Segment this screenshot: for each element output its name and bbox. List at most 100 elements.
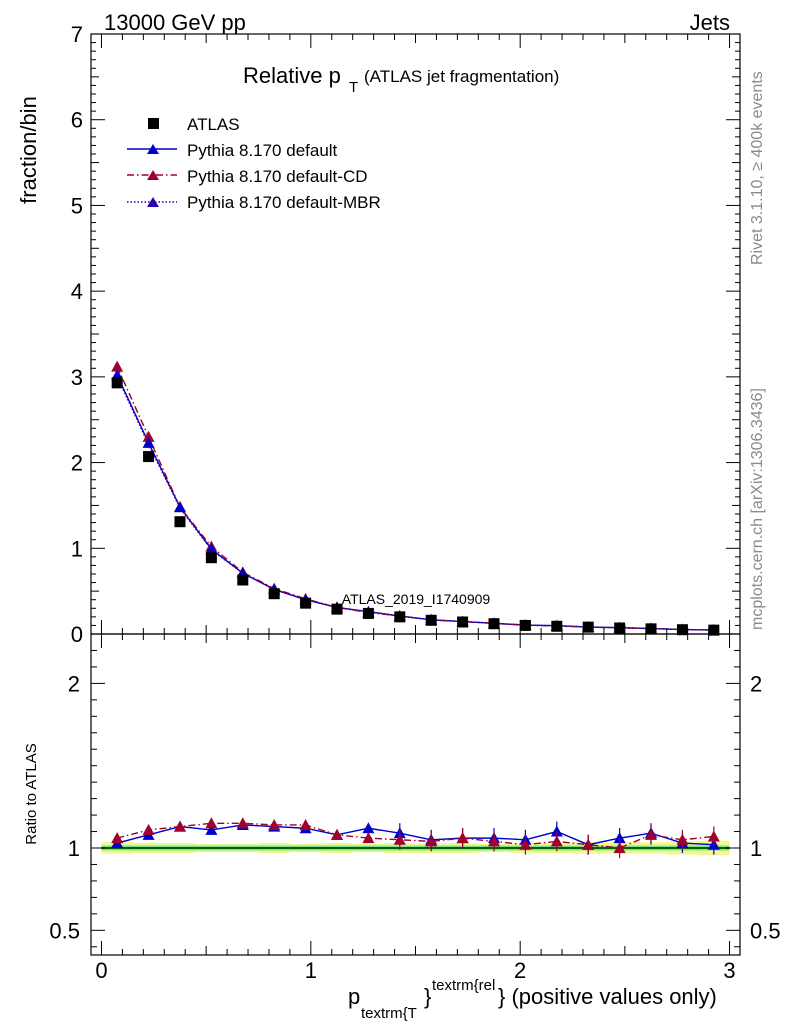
legend: ATLAS Pythia 8.170 default Pythia 8.170 … — [127, 115, 381, 212]
data-point — [519, 619, 531, 631]
data-point — [205, 552, 217, 564]
ratio-point — [676, 833, 689, 845]
ratio-point — [582, 838, 595, 850]
x-tick-label: 0 — [95, 958, 107, 983]
y-tick-label: 5 — [71, 193, 83, 218]
legend-entry-atlas: ATLAS — [148, 115, 240, 134]
series-point — [205, 543, 218, 555]
data-point — [708, 624, 720, 636]
y-tick-label: 6 — [71, 108, 83, 133]
xlabel-sup: textrm{rel — [432, 977, 495, 994]
y-tick-label: 1 — [71, 536, 83, 561]
data-point — [551, 620, 563, 632]
xlabel-rest: } (positive values only) — [498, 984, 717, 1009]
legend-label-atlas: ATLAS — [187, 115, 240, 134]
legend-entry-cd: Pythia 8.170 default-CD — [127, 167, 368, 186]
data-point — [362, 607, 374, 619]
title-sub: T — [349, 79, 358, 96]
y-tick-label-right: 2 — [750, 671, 762, 696]
legend-marker-cd — [147, 170, 159, 180]
y-tick-label-right: 0.5 — [750, 918, 781, 943]
legend-label-mbr: Pythia 8.170 default-MBR — [187, 193, 381, 212]
y-tick-label: 4 — [71, 279, 83, 304]
data-point — [645, 623, 657, 635]
y-tick-label: 0 — [71, 622, 83, 647]
y-tick-label: 2 — [68, 671, 80, 696]
series-point — [142, 436, 155, 448]
title-main: Relative p — [243, 63, 341, 88]
ratio-panel: 0 1 2 3 0.5 0.5 1 1 2 2 — [49, 633, 781, 983]
ratio-point — [488, 835, 501, 847]
series-point — [142, 430, 155, 442]
data-point — [143, 451, 155, 463]
process-label: Jets — [690, 10, 730, 35]
legend-entry-default: Pythia 8.170 default — [127, 141, 338, 160]
legend-marker-mbr — [147, 197, 159, 207]
y-tick-label: 7 — [71, 22, 83, 47]
y-tick-label-right: 1 — [750, 836, 762, 861]
ratio-point — [330, 828, 343, 840]
legend-label-cd: Pythia 8.170 default-CD — [187, 167, 368, 186]
y-tick-label: 0.5 — [49, 918, 80, 943]
data-point — [676, 624, 688, 636]
ratio-point — [205, 823, 218, 835]
ratio-point — [519, 838, 532, 850]
series-point — [111, 360, 124, 372]
data-point — [331, 603, 343, 615]
ratio-frame — [90, 633, 741, 956]
ratio-point — [268, 818, 281, 830]
ratio-point — [205, 817, 218, 829]
data-point — [268, 588, 280, 600]
y-axis-label-bottom: Ratio to ATLAS — [23, 743, 40, 844]
legend-entry-mbr: Pythia 8.170 default-MBR — [127, 193, 381, 212]
data-point — [582, 621, 594, 633]
title-rest: (ATLAS jet fragmentation) — [364, 67, 559, 86]
data-point — [394, 611, 406, 623]
ratio-point — [142, 823, 155, 835]
main-panel: 0 1 2 3 4 5 6 7 — [71, 22, 741, 647]
rivet-label: Rivet 3.1.10, ≥ 400k events — [749, 71, 766, 265]
y-tick-label: 1 — [68, 836, 80, 861]
ratio-point — [173, 820, 186, 832]
data-point — [488, 618, 500, 630]
y-tick-label: 2 — [71, 451, 83, 476]
ratio-point — [613, 842, 626, 853]
ratio-point — [393, 833, 406, 845]
x-tick-label: 1 — [305, 958, 317, 983]
data-point — [174, 516, 186, 528]
data-point — [111, 377, 123, 389]
legend-label-default: Pythia 8.170 default — [187, 141, 338, 160]
data-point — [300, 597, 312, 609]
x-tick-label: 2 — [514, 958, 526, 983]
xlabel-brace: } — [424, 984, 431, 1009]
ratio-point — [456, 832, 469, 844]
ratio-line — [116, 824, 714, 846]
mcplots-label: mcplots.cern.ch [arXiv:1306.3436] — [749, 388, 766, 630]
xlabel-main: p — [348, 984, 360, 1009]
x-tick-label: 3 — [723, 958, 735, 983]
data-point — [457, 616, 469, 628]
ratio-point — [613, 832, 626, 844]
energy-label: 13000 GeV pp — [104, 10, 246, 35]
analysis-watermark: ATLAS_2019_I1740909 — [342, 591, 491, 607]
y-tick-label: 3 — [71, 365, 83, 390]
legend-marker-default — [147, 144, 159, 154]
ratio-point — [550, 825, 563, 837]
ratio-point — [111, 832, 124, 844]
series-point — [173, 501, 186, 513]
chart-title: Relative p T (ATLAS jet fragmentation) — [243, 63, 559, 96]
x-axis-label: p textrm{T } textrm{rel } (positive valu… — [348, 977, 717, 1022]
ratio-point — [236, 817, 249, 829]
ratio-point — [425, 835, 438, 847]
xlabel-sub: textrm{T — [361, 1005, 417, 1022]
ratio-point — [550, 835, 563, 847]
data-point — [237, 574, 249, 586]
ratio-point — [299, 818, 312, 830]
ratio-point — [707, 830, 720, 842]
ratio-point — [362, 832, 375, 844]
ratio-point — [362, 822, 375, 834]
y-axis-label-top: fraction/bin — [16, 96, 41, 204]
legend-marker-atlas — [148, 118, 159, 129]
data-point — [425, 614, 437, 626]
